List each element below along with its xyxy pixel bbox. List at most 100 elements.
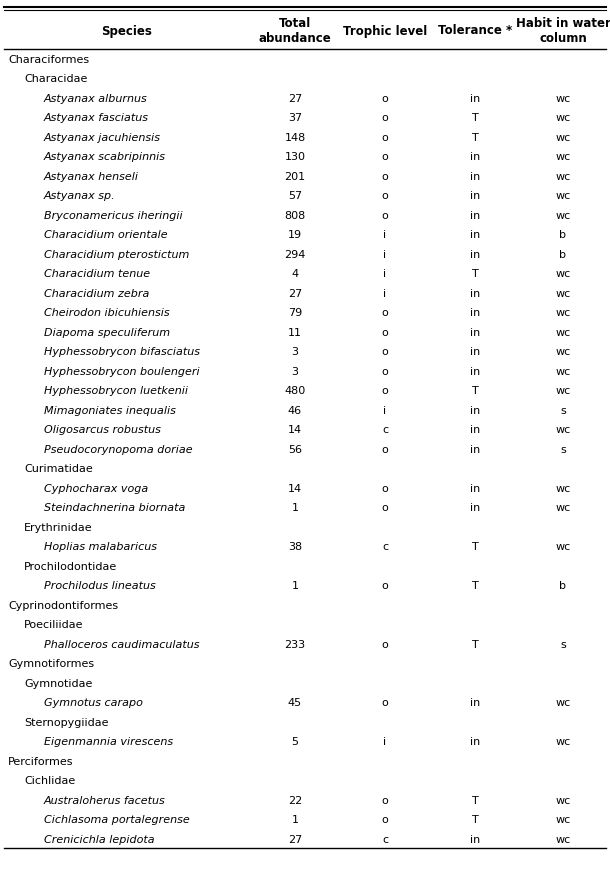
Text: Astyanax sp.: Astyanax sp.: [44, 191, 116, 201]
Text: Astyanax fasciatus: Astyanax fasciatus: [44, 113, 149, 123]
Text: Characidium pterostictum: Characidium pterostictum: [44, 249, 189, 260]
Text: 3: 3: [292, 366, 298, 377]
Text: 1: 1: [292, 814, 298, 824]
Text: 233: 233: [284, 639, 306, 649]
Text: Astyanax jacuhiensis: Astyanax jacuhiensis: [44, 133, 161, 142]
Text: c: c: [382, 834, 388, 844]
Text: in: in: [470, 737, 480, 746]
Text: Characiformes: Characiformes: [8, 54, 89, 65]
Text: T: T: [472, 639, 478, 649]
Text: Characidium tenue: Characidium tenue: [44, 269, 150, 279]
Text: in: in: [470, 191, 480, 201]
Text: o: o: [382, 697, 389, 708]
Text: Crenicichla lepidota: Crenicichla lepidota: [44, 834, 154, 844]
Text: o: o: [382, 327, 389, 337]
Text: wc: wc: [555, 697, 570, 708]
Text: b: b: [559, 249, 567, 260]
Text: o: o: [382, 133, 389, 142]
Text: 37: 37: [288, 113, 302, 123]
Text: Astyanax henseli: Astyanax henseli: [44, 171, 139, 182]
Text: Perciformes: Perciformes: [8, 756, 73, 766]
Text: wc: wc: [555, 503, 570, 513]
Text: in: in: [470, 308, 480, 318]
Text: o: o: [382, 366, 389, 377]
Text: 11: 11: [288, 327, 302, 337]
Text: Astyanax alburnus: Astyanax alburnus: [44, 94, 148, 104]
Text: i: i: [384, 249, 387, 260]
Text: wc: wc: [555, 795, 570, 805]
Text: wc: wc: [555, 152, 570, 162]
Text: wc: wc: [555, 113, 570, 123]
Text: in: in: [470, 288, 480, 299]
Text: in: in: [470, 347, 480, 356]
Text: wc: wc: [555, 814, 570, 824]
Text: Steindachnerina biornata: Steindachnerina biornata: [44, 503, 185, 513]
Text: o: o: [382, 191, 389, 201]
Text: wc: wc: [555, 308, 570, 318]
Text: 5: 5: [292, 737, 298, 746]
Text: i: i: [384, 230, 387, 240]
Text: 22: 22: [288, 795, 302, 805]
Text: Pseudocorynopoma doriae: Pseudocorynopoma doriae: [44, 444, 193, 454]
Text: Eigenmannia virescens: Eigenmannia virescens: [44, 737, 173, 746]
Text: in: in: [470, 327, 480, 337]
Text: wc: wc: [555, 288, 570, 299]
Text: 56: 56: [288, 444, 302, 454]
Text: 480: 480: [284, 385, 306, 396]
Text: in: in: [470, 152, 480, 162]
Text: 294: 294: [284, 249, 306, 260]
Text: Gymnotiformes: Gymnotiformes: [8, 658, 94, 668]
Text: 57: 57: [288, 191, 302, 201]
Text: Total
abundance: Total abundance: [259, 17, 331, 45]
Text: o: o: [382, 444, 389, 454]
Text: wc: wc: [555, 737, 570, 746]
Text: i: i: [384, 406, 387, 415]
Text: s: s: [560, 444, 566, 454]
Text: 19: 19: [288, 230, 302, 240]
Text: Curimatidae: Curimatidae: [24, 464, 93, 474]
Text: 4: 4: [292, 269, 298, 279]
Text: Astyanax scabripinnis: Astyanax scabripinnis: [44, 152, 166, 162]
Text: wc: wc: [555, 483, 570, 493]
Text: 1: 1: [292, 503, 298, 513]
Text: o: o: [382, 211, 389, 220]
Text: Cheirodon ibicuhiensis: Cheirodon ibicuhiensis: [44, 308, 170, 318]
Text: wc: wc: [555, 542, 570, 551]
Text: in: in: [470, 425, 480, 435]
Text: Hoplias malabaricus: Hoplias malabaricus: [44, 542, 157, 551]
Text: i: i: [384, 269, 387, 279]
Text: o: o: [382, 385, 389, 396]
Text: wc: wc: [555, 834, 570, 844]
Text: Characidium orientale: Characidium orientale: [44, 230, 168, 240]
Text: Hyphessobrycon boulengeri: Hyphessobrycon boulengeri: [44, 366, 199, 377]
Text: wc: wc: [555, 171, 570, 182]
Text: wc: wc: [555, 133, 570, 142]
Text: o: o: [382, 580, 389, 591]
Text: 27: 27: [288, 834, 302, 844]
Text: o: o: [382, 94, 389, 104]
Text: in: in: [470, 444, 480, 454]
Text: Oligosarcus robustus: Oligosarcus robustus: [44, 425, 161, 435]
Text: o: o: [382, 347, 389, 356]
Text: in: in: [470, 171, 480, 182]
Text: Cichlidae: Cichlidae: [24, 775, 75, 785]
Text: in: in: [470, 249, 480, 260]
Text: Cyprinodontiformes: Cyprinodontiformes: [8, 600, 118, 610]
Text: 1: 1: [292, 580, 298, 591]
Text: Gymnotidae: Gymnotidae: [24, 678, 92, 688]
Text: Species: Species: [101, 25, 152, 38]
Text: wc: wc: [555, 269, 570, 279]
Text: in: in: [470, 483, 480, 493]
Text: wc: wc: [555, 94, 570, 104]
Text: wc: wc: [555, 425, 570, 435]
Text: Phalloceros caudimaculatus: Phalloceros caudimaculatus: [44, 639, 199, 649]
Text: b: b: [559, 580, 567, 591]
Text: o: o: [382, 639, 389, 649]
Text: T: T: [472, 133, 478, 142]
Text: b: b: [559, 230, 567, 240]
Text: Australoherus facetus: Australoherus facetus: [44, 795, 166, 805]
Text: in: in: [470, 503, 480, 513]
Text: in: in: [470, 94, 480, 104]
Text: o: o: [382, 795, 389, 805]
Text: T: T: [472, 580, 478, 591]
